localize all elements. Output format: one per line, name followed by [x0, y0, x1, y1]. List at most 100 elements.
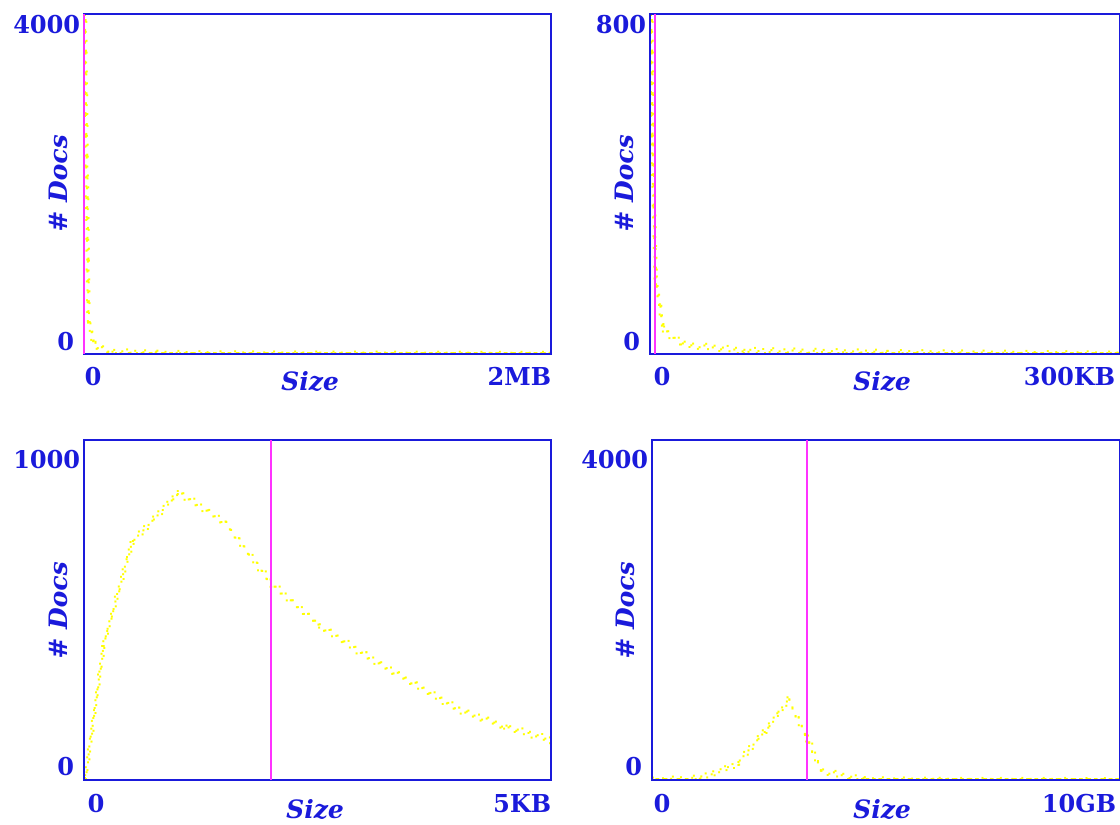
panel-3-point — [117, 585, 120, 588]
panel-2-point — [652, 112, 655, 115]
panel-4-point — [767, 722, 770, 725]
panel-2-point — [688, 346, 691, 348]
panel-4-point — [863, 776, 866, 779]
panel-3-point — [137, 534, 140, 537]
panel-1-point — [85, 237, 88, 240]
panel-3-point — [458, 706, 461, 709]
panel-3-point — [284, 592, 287, 595]
panel-3-point — [391, 672, 394, 675]
panel-2-point — [652, 144, 655, 147]
panel-2-point — [651, 132, 654, 135]
panel-2-point — [652, 122, 654, 125]
panel-3-y-top-tick: 1000 — [13, 445, 80, 474]
panel-2-point — [652, 235, 655, 238]
panel-2-point — [942, 349, 945, 352]
panel-2-point — [812, 349, 815, 352]
panel-3-point — [97, 686, 100, 689]
panel-1-point — [84, 123, 87, 126]
panel-2-point — [791, 349, 794, 352]
panel-1-point — [498, 350, 501, 353]
panel-2-point — [650, 143, 653, 146]
panel-4-point — [724, 765, 727, 768]
panel-1-point — [415, 350, 418, 353]
panel-3-point — [114, 600, 117, 603]
panel-3-point — [205, 509, 208, 512]
panel-1-point — [87, 217, 90, 219]
panel-4-point — [811, 742, 814, 745]
panel-1-point — [86, 153, 89, 156]
panel-4-point — [832, 771, 835, 774]
panel-1-point — [86, 206, 89, 209]
panel-3-point — [118, 588, 121, 591]
panel-2-point — [690, 344, 693, 347]
panel-3-point — [429, 691, 432, 694]
panel-3-point — [522, 733, 525, 736]
panel-3-point — [100, 665, 103, 668]
panel-4-point — [872, 777, 874, 780]
panel-3-point — [365, 651, 368, 654]
panel-3-point — [95, 691, 97, 694]
panel-3-point — [404, 676, 407, 679]
panel-1-point — [144, 349, 147, 352]
panel-4-point — [854, 774, 857, 777]
panel-1-y-top-tick: 4000 — [13, 10, 80, 39]
panel-3-point — [97, 673, 99, 676]
panel-1-point — [142, 351, 145, 354]
panel-1-point — [467, 351, 470, 354]
panel-4-y-top-tick: 4000 — [581, 445, 648, 474]
panel-3-point — [123, 565, 126, 568]
panel-3-point — [101, 657, 104, 660]
panel-3-point — [410, 682, 413, 685]
panel-2-point — [650, 81, 653, 84]
panel-4-point — [712, 770, 715, 773]
panel-3-point — [521, 727, 524, 730]
panel-1-point — [129, 351, 132, 354]
panel-3-point — [439, 697, 442, 700]
panel-2-point — [652, 124, 655, 127]
panel-1-point — [340, 351, 343, 354]
panel-3-point — [266, 578, 268, 581]
panel-3-point — [182, 492, 185, 495]
panel-1-point — [302, 351, 305, 354]
panel-3-point — [312, 619, 314, 622]
panel-2-point — [652, 82, 655, 85]
panel-3-point — [87, 761, 89, 764]
panel-3-point — [402, 677, 405, 680]
panel-3-point — [98, 683, 101, 686]
panel-4-point — [710, 773, 713, 776]
panel-1-point — [85, 51, 88, 54]
panel-3-point — [120, 580, 123, 583]
panel-3-point — [548, 736, 551, 739]
panel-2-point — [762, 348, 765, 350]
panel-1-point — [86, 260, 89, 263]
panel-3-point — [314, 619, 317, 622]
panel-3-point — [112, 610, 115, 613]
panel-1-point — [85, 20, 88, 23]
panel-2-point — [951, 350, 953, 353]
panel-3-point — [280, 592, 283, 595]
panel-1-point — [242, 351, 245, 354]
panel-2-point — [650, 135, 653, 138]
panel-4-point — [781, 706, 784, 709]
panel-3: 1000 0 0 5KB Size # Docs — [13, 439, 552, 824]
panel-3-point — [99, 667, 102, 670]
panel-4-point — [862, 777, 865, 780]
panel-3-point — [340, 641, 343, 644]
panel-1-point — [87, 310, 90, 313]
panel-3-point — [156, 514, 159, 517]
panel-3-point — [96, 694, 99, 697]
panel-2-point — [741, 350, 744, 353]
panel-2-point — [768, 351, 771, 354]
panel-4-point — [742, 755, 745, 758]
panel-1-point — [87, 291, 90, 294]
panel-2-point — [881, 351, 884, 354]
panel-1-point — [88, 302, 91, 305]
panel-3-point — [308, 612, 310, 615]
panel-1-y-label: # Docs — [44, 134, 73, 231]
panel-2-point — [749, 348, 752, 351]
panel-2-point — [720, 348, 723, 351]
panel-3-point — [95, 704, 98, 707]
panel-4-point — [738, 759, 741, 762]
panel-2-frame — [649, 13, 1120, 355]
panel-3-point — [102, 654, 105, 657]
